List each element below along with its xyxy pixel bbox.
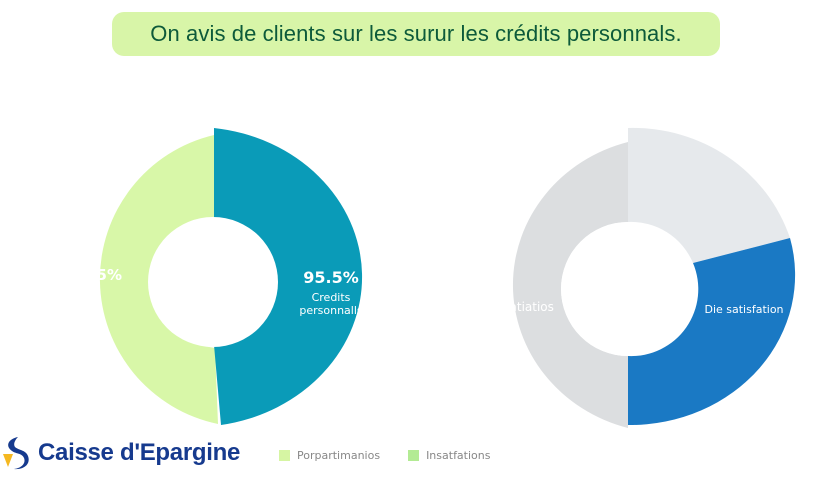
label-right-name-1: Credits — [312, 291, 351, 304]
slice-right-teal[interactable] — [214, 128, 363, 425]
legend-item-insatfations[interactable]: Insatfations — [408, 449, 490, 462]
donut-chart-left: 46.5% 95.5% Credits personnalls — [70, 128, 363, 425]
slice-light-grey[interactable] — [628, 127, 790, 264]
slice-insatiatios[interactable] — [512, 142, 628, 428]
donut-chart-right: Insatiatios Die satisfation — [492, 127, 796, 428]
label-right-value: 95.5% — [303, 268, 359, 287]
chart-legend: Porpartimanios Insatfations — [279, 449, 518, 462]
legend-item-porpartimanios[interactable]: Porpartimanios — [279, 449, 380, 462]
brand-name: Caisse d'Epargine — [38, 439, 241, 466]
label-insatiatios: Insatiatios — [492, 300, 554, 314]
chart-title: On avis de clients sur les surur les cré… — [150, 21, 682, 46]
legend-swatch-icon — [279, 450, 290, 461]
label-left-value: 46.5% — [70, 266, 122, 284]
slice-die-satisfation[interactable] — [628, 238, 796, 426]
title-banner: On avis de clients sur les surur les cré… — [112, 12, 720, 56]
label-die-satisfation: Die satisfation — [704, 303, 783, 316]
brand-logo: Caisse d'Epargine — [2, 436, 240, 470]
legend-label: Porpartimanios — [297, 449, 381, 462]
label-right-name-2: personnalls — [299, 304, 363, 317]
squirrel-logo-icon — [3, 437, 29, 470]
legend-swatch-icon — [408, 450, 420, 461]
legend-label: Insatfations — [426, 449, 491, 462]
slice-left-green[interactable] — [99, 135, 218, 424]
